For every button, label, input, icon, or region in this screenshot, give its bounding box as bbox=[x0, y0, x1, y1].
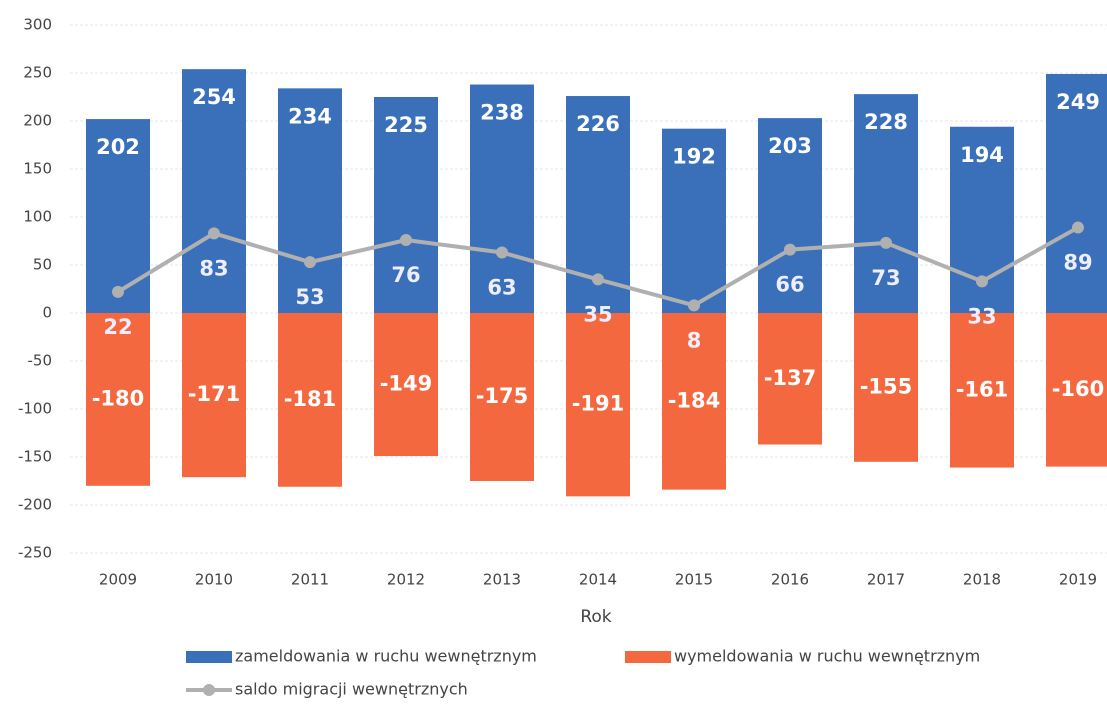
data-label: 22 bbox=[103, 315, 132, 339]
x-tick-label: 2016 bbox=[771, 571, 809, 589]
bar bbox=[1046, 313, 1107, 467]
x-tick-label: 2009 bbox=[99, 571, 137, 589]
data-label: -180 bbox=[92, 386, 145, 410]
line-marker bbox=[976, 275, 988, 288]
data-label: 76 bbox=[391, 263, 420, 287]
line-marker bbox=[592, 273, 604, 286]
bar bbox=[470, 84, 534, 314]
y-tick-label: 0 bbox=[42, 304, 52, 322]
bar bbox=[662, 128, 726, 313]
y-tick-label: -100 bbox=[18, 400, 52, 418]
bar bbox=[374, 313, 438, 457]
x-tick-label: 2012 bbox=[387, 571, 425, 589]
bar bbox=[758, 313, 822, 445]
y-tick-label: 100 bbox=[23, 208, 52, 226]
data-label: 33 bbox=[967, 304, 996, 328]
data-label: -175 bbox=[476, 384, 529, 408]
data-label: -160 bbox=[1052, 377, 1105, 401]
data-label: -184 bbox=[668, 388, 721, 412]
line-marker bbox=[112, 285, 124, 298]
data-label: 225 bbox=[384, 113, 428, 137]
bar bbox=[374, 97, 438, 313]
data-label: 192 bbox=[672, 145, 716, 169]
y-tick-label: 150 bbox=[23, 160, 52, 178]
bar bbox=[854, 94, 918, 314]
data-label: 234 bbox=[288, 104, 332, 128]
data-label: 203 bbox=[768, 134, 812, 158]
y-tick-label: -200 bbox=[18, 496, 52, 514]
line-marker bbox=[496, 246, 508, 259]
line-marker bbox=[1072, 221, 1084, 234]
bar bbox=[278, 313, 342, 487]
data-label: -149 bbox=[380, 372, 433, 396]
data-label: 228 bbox=[864, 110, 908, 134]
x-tick-label: 2017 bbox=[867, 571, 905, 589]
data-label: 226 bbox=[576, 112, 620, 136]
y-tick-label: -250 bbox=[18, 544, 52, 562]
data-label: 254 bbox=[192, 85, 236, 109]
legend-label: zameldowania w ruchu wewnętrznym bbox=[235, 647, 537, 666]
x-tick-label: 2011 bbox=[291, 571, 329, 589]
x-tick-label: 2010 bbox=[195, 571, 233, 589]
x-tick-label: 2014 bbox=[579, 571, 617, 589]
line-marker bbox=[688, 299, 700, 312]
data-label: 89 bbox=[1063, 251, 1092, 275]
data-label: 83 bbox=[199, 256, 228, 280]
data-label: -181 bbox=[284, 387, 337, 411]
data-label: -155 bbox=[860, 374, 913, 398]
bar bbox=[854, 313, 918, 462]
data-label: -161 bbox=[956, 377, 1009, 401]
bar bbox=[470, 313, 534, 481]
data-label: 73 bbox=[871, 266, 900, 290]
legend-label: saldo migracji wewnętrznych bbox=[235, 680, 468, 699]
data-label: -171 bbox=[188, 382, 241, 406]
data-label: 194 bbox=[960, 143, 1004, 167]
bar bbox=[662, 313, 726, 490]
data-label: 202 bbox=[96, 135, 140, 159]
x-tick-label: 2015 bbox=[675, 571, 713, 589]
data-label: -137 bbox=[764, 366, 817, 390]
bar bbox=[86, 313, 150, 486]
bar bbox=[566, 313, 630, 497]
y-tick-label: -50 bbox=[28, 352, 53, 370]
data-label: 249 bbox=[1056, 90, 1100, 114]
legend-swatch bbox=[186, 651, 232, 663]
legend-swatch bbox=[625, 651, 671, 663]
data-label: 35 bbox=[583, 302, 612, 326]
line-marker bbox=[784, 243, 796, 256]
data-label: 238 bbox=[480, 101, 524, 125]
x-axis-title: Rok bbox=[580, 607, 611, 627]
data-label: 66 bbox=[775, 273, 804, 297]
data-label: 8 bbox=[687, 328, 702, 352]
y-tick-label: 300 bbox=[23, 16, 52, 34]
line-marker bbox=[208, 227, 220, 240]
x-tick-label: 2019 bbox=[1059, 571, 1097, 589]
line-marker bbox=[880, 236, 892, 249]
y-tick-label: 250 bbox=[23, 64, 52, 82]
x-tick-label: 2018 bbox=[963, 571, 1001, 589]
bar bbox=[758, 118, 822, 314]
legend-swatch bbox=[203, 684, 215, 696]
data-label: 53 bbox=[295, 285, 324, 309]
legend-label: wymeldowania w ruchu wewnętrznym bbox=[674, 647, 980, 666]
bar bbox=[182, 69, 246, 313]
line-marker bbox=[304, 256, 316, 269]
line-marker bbox=[400, 234, 412, 247]
bar bbox=[182, 313, 246, 478]
y-tick-label: 50 bbox=[33, 256, 52, 274]
x-tick-label: 2013 bbox=[483, 571, 521, 589]
bar bbox=[278, 88, 342, 313]
data-label: -191 bbox=[572, 392, 625, 416]
bar bbox=[950, 313, 1014, 468]
bar bbox=[1046, 73, 1107, 314]
y-tick-label: 200 bbox=[23, 112, 52, 130]
y-tick-label: -150 bbox=[18, 448, 52, 466]
data-label: 63 bbox=[487, 276, 516, 300]
